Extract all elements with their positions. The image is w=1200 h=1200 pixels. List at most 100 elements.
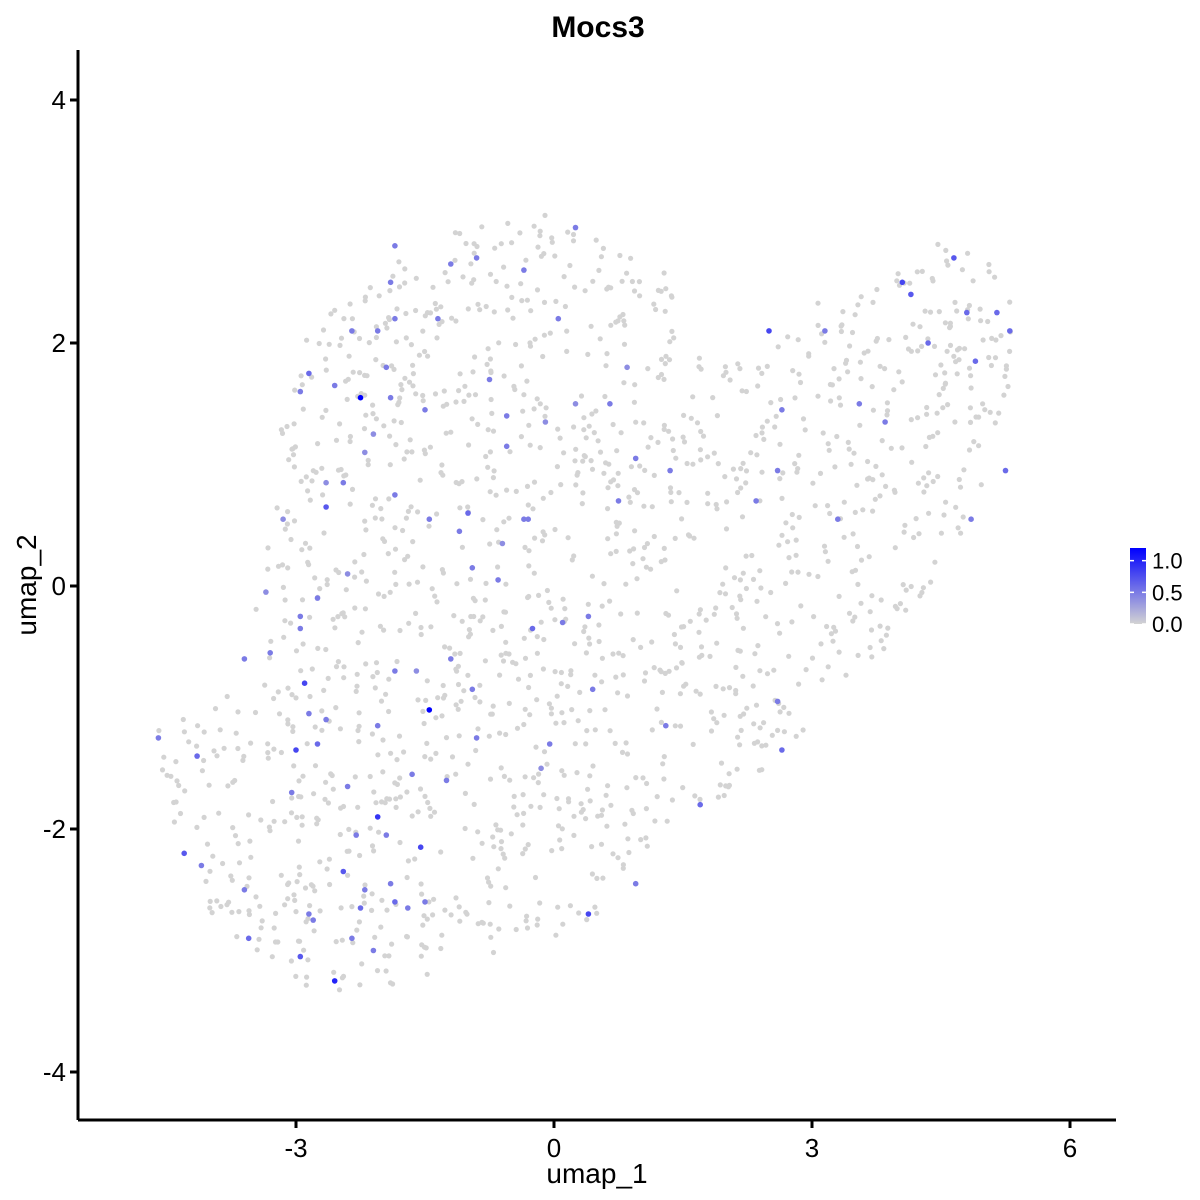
cell-point [229, 909, 235, 915]
cell-point [583, 650, 590, 656]
cell-point [595, 438, 601, 444]
cell-point [616, 650, 622, 656]
cell-point [865, 458, 871, 465]
cell-point [418, 631, 424, 638]
cell-point [317, 908, 323, 914]
cell-point [836, 593, 842, 600]
cell-point [333, 664, 340, 670]
cell-point [288, 810, 295, 816]
cell-point [381, 627, 387, 633]
cell-point [386, 316, 392, 323]
cell-point [776, 542, 782, 548]
cell-point [523, 257, 529, 263]
cell-point [382, 953, 388, 959]
cell-point [677, 723, 684, 729]
cell-point [271, 818, 277, 824]
cell-point [443, 735, 450, 741]
cell-point [421, 913, 427, 919]
cell-point [571, 553, 577, 559]
cell-point [387, 589, 393, 595]
cell-point [531, 479, 538, 485]
cell-point [465, 504, 471, 510]
cell-point [812, 503, 818, 509]
cell-point [869, 384, 875, 390]
cell-point [928, 579, 934, 585]
cell-point [527, 442, 533, 448]
cell-point [754, 598, 760, 604]
cell-point [362, 606, 368, 612]
cell-point [935, 430, 941, 436]
cell-point [299, 814, 305, 820]
cell-point [500, 851, 506, 857]
cell-point [471, 241, 477, 247]
cell-point [307, 693, 313, 700]
cell-point [402, 280, 408, 286]
expressing-cell-point [607, 401, 613, 407]
cell-point [589, 871, 596, 877]
cell-point [465, 761, 471, 767]
cell-point [648, 566, 654, 572]
cell-point [210, 853, 216, 859]
cell-point [838, 328, 845, 335]
cell-point [236, 860, 243, 866]
cell-point [487, 356, 493, 362]
cell-point [323, 779, 329, 785]
cell-point [926, 434, 933, 440]
expressing-cell-point [779, 407, 785, 413]
cell-point [581, 427, 587, 433]
cell-point [369, 731, 375, 737]
cell-point [320, 327, 327, 333]
cell-point [440, 472, 446, 478]
cell-point [454, 668, 460, 674]
cell-point [282, 526, 288, 532]
cell-point [644, 780, 650, 787]
cell-point [225, 783, 231, 789]
cell-point [354, 683, 360, 689]
cell-point [780, 470, 786, 476]
cell-point [278, 872, 284, 878]
cell-point [400, 527, 406, 534]
cell-point [233, 730, 239, 736]
cell-point [497, 672, 503, 678]
cell-point [588, 323, 594, 329]
cell-point [617, 314, 623, 320]
cell-point [402, 557, 408, 563]
cell-point [428, 756, 434, 762]
expressing-cell-point [297, 613, 304, 620]
cell-point [837, 402, 844, 408]
cell-point [291, 763, 297, 769]
cell-point [295, 938, 302, 944]
cell-point [630, 637, 636, 643]
cell-point [631, 288, 638, 294]
cell-point [257, 903, 263, 909]
cell-point [392, 525, 398, 531]
cell-point [468, 261, 474, 267]
cell-point [679, 660, 685, 666]
cell-point [915, 480, 922, 486]
cell-point [326, 856, 332, 862]
cell-point [777, 709, 783, 715]
cell-point [259, 918, 265, 924]
cell-point [891, 487, 898, 493]
cell-point [365, 462, 371, 468]
cell-point [285, 685, 291, 691]
cell-point [956, 476, 962, 483]
cell-point [413, 391, 419, 397]
cell-point [333, 705, 339, 711]
cell-point [553, 720, 559, 726]
cell-point [439, 462, 445, 468]
cell-point [692, 793, 698, 799]
cell-point [940, 385, 946, 391]
cell-point [457, 371, 463, 377]
cell-point [944, 258, 950, 264]
cell-point [273, 910, 279, 917]
cell-point [424, 678, 430, 684]
cell-point [240, 757, 246, 764]
cell-point [513, 488, 519, 494]
cell-point [490, 834, 496, 840]
expressing-cell-point [405, 905, 411, 911]
cell-point [369, 502, 375, 508]
cell-point [561, 772, 567, 778]
cell-point [378, 698, 385, 704]
cell-point [663, 286, 669, 292]
